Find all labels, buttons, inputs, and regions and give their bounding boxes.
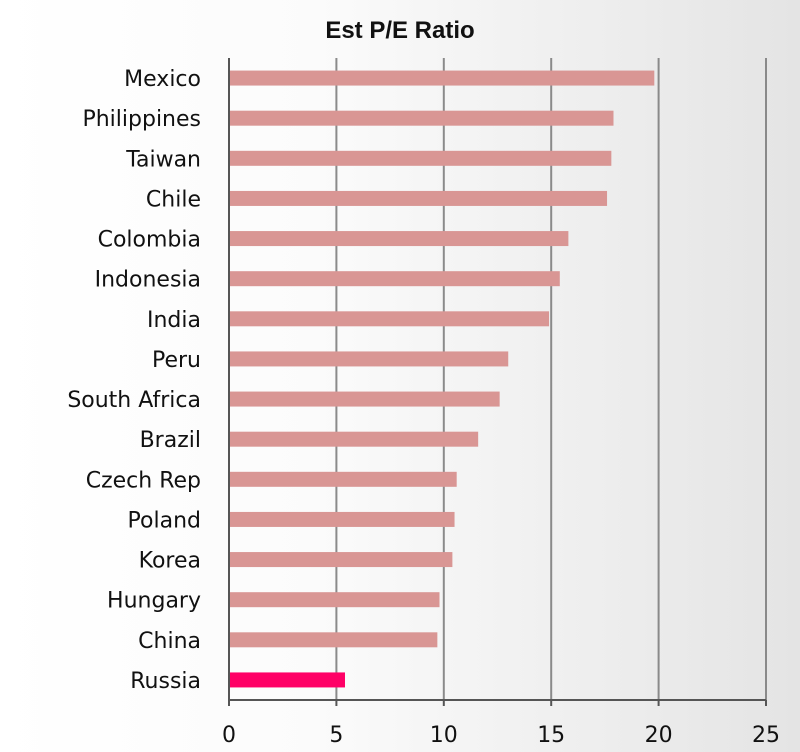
bar-czech-rep bbox=[229, 471, 457, 487]
bar-taiwan bbox=[229, 150, 612, 166]
category-label-colombia: Colombia bbox=[98, 228, 201, 253]
x-tick-label-20: 20 bbox=[645, 723, 673, 748]
bar-china bbox=[229, 632, 438, 648]
category-label-czech-rep: Czech Rep bbox=[86, 468, 201, 493]
bar-peru bbox=[229, 351, 509, 367]
category-label-peru: Peru bbox=[152, 348, 201, 373]
category-label-taiwan: Taiwan bbox=[125, 147, 201, 172]
x-tick-label-10: 10 bbox=[430, 723, 458, 748]
bar-philippines bbox=[229, 110, 614, 126]
category-label-russia: Russia bbox=[130, 669, 201, 694]
category-label-india: India bbox=[147, 308, 201, 333]
category-label-brazil: Brazil bbox=[140, 428, 201, 453]
category-label-poland: Poland bbox=[128, 508, 201, 533]
bar-india bbox=[229, 311, 550, 327]
x-tick-label-0: 0 bbox=[222, 723, 236, 748]
bar-mexico bbox=[229, 70, 655, 86]
chart-title: Est P/E Ratio bbox=[325, 17, 474, 44]
category-labels: Mexico Philippines Taiwan Chile Colombia Indo… bbox=[67, 67, 201, 694]
x-tick-label-5: 5 bbox=[329, 723, 343, 748]
category-label-chile: Chile bbox=[146, 187, 201, 212]
bar-russia bbox=[229, 672, 345, 688]
x-axis: 0 5 10 15 20 25 bbox=[222, 58, 780, 748]
bar-korea bbox=[229, 552, 453, 568]
category-label-hungary: Hungary bbox=[107, 589, 201, 614]
category-label-indonesia: Indonesia bbox=[95, 268, 201, 293]
bar-colombia bbox=[229, 231, 569, 247]
category-label-china: China bbox=[138, 629, 201, 654]
x-tick-label-25: 25 bbox=[752, 723, 780, 748]
bar-hungary bbox=[229, 592, 440, 608]
category-label-mexico: Mexico bbox=[124, 67, 201, 92]
bar-chile bbox=[229, 190, 608, 206]
category-label-south-africa: South Africa bbox=[67, 388, 201, 413]
bar-south-africa bbox=[229, 391, 500, 407]
category-label-philippines: Philippines bbox=[82, 107, 201, 132]
category-label-korea: Korea bbox=[139, 549, 201, 574]
x-tick-label-15: 15 bbox=[537, 723, 565, 748]
bar-indonesia bbox=[229, 271, 560, 287]
bar-brazil bbox=[229, 431, 479, 447]
bar-poland bbox=[229, 511, 455, 527]
bars bbox=[229, 70, 655, 688]
